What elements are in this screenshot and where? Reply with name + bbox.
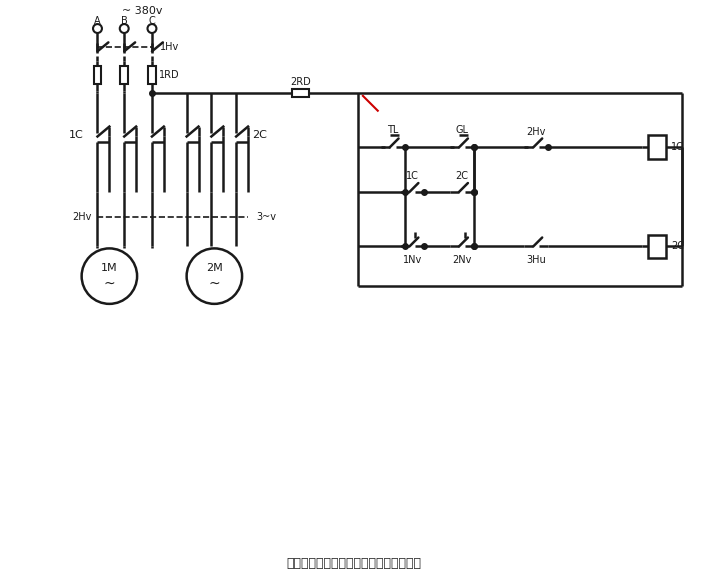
Text: 2RD: 2RD (290, 77, 311, 87)
Circle shape (186, 249, 242, 304)
Bar (291, 89, 309, 97)
Bar (648, 235, 666, 259)
Bar (121, 66, 128, 84)
Circle shape (147, 24, 157, 33)
Circle shape (93, 24, 102, 33)
Circle shape (82, 249, 137, 304)
Text: 1C: 1C (69, 130, 84, 139)
Text: 3Hu: 3Hu (526, 255, 546, 266)
Text: 2C: 2C (252, 130, 267, 139)
Bar (94, 66, 101, 84)
Text: 钻床主轴电动机和液压电动机的联锁控制: 钻床主轴电动机和液压电动机的联锁控制 (286, 557, 422, 570)
Text: 1C: 1C (406, 171, 419, 181)
Text: 1Nv: 1Nv (403, 255, 422, 266)
Bar (148, 66, 156, 84)
Text: 2Hv: 2Hv (72, 211, 91, 222)
Text: ~ 380v: ~ 380v (122, 6, 162, 16)
Text: 1C: 1C (671, 142, 683, 152)
Text: ~: ~ (104, 277, 115, 291)
Text: 2Hv: 2Hv (527, 127, 546, 137)
Text: ~: ~ (208, 277, 220, 291)
Bar (648, 135, 666, 159)
Text: GL: GL (455, 124, 469, 135)
Text: 2C: 2C (671, 242, 684, 252)
Text: 1RD: 1RD (159, 70, 179, 80)
Text: 2M: 2M (206, 263, 223, 273)
Text: B: B (121, 16, 128, 26)
Text: C: C (149, 16, 155, 26)
Text: A: A (94, 16, 101, 26)
Text: 2C: 2C (455, 171, 469, 181)
Text: TL: TL (387, 124, 398, 135)
Text: 1M: 1M (101, 263, 118, 273)
Text: 3~v: 3~v (256, 211, 276, 222)
Circle shape (120, 24, 128, 33)
Text: 2Nv: 2Nv (452, 255, 471, 266)
Text: 1Hv: 1Hv (160, 42, 179, 52)
